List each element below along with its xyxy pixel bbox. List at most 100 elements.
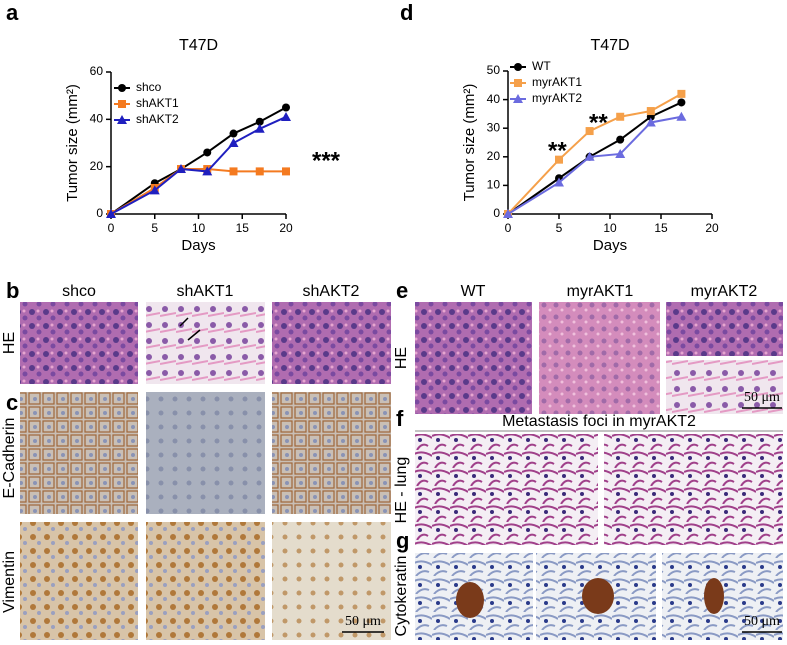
- y-axis-title: Tumor size (mm²): [461, 84, 478, 202]
- marker: [677, 89, 686, 98]
- micrograph: [20, 302, 138, 384]
- column-label: WT: [461, 283, 486, 300]
- panel-label: d: [400, 0, 413, 25]
- stained-cells: [456, 582, 484, 618]
- marker: [202, 166, 213, 176]
- micrograph: [272, 392, 391, 514]
- row-label: Vimentin: [1, 551, 18, 613]
- marker: [149, 185, 160, 195]
- y-tick-label: 20: [487, 149, 501, 163]
- marker: [203, 148, 212, 157]
- chart-title: T47D: [590, 37, 629, 54]
- panel-label: c: [6, 390, 18, 415]
- micrograph: [604, 434, 783, 545]
- panel-label: f: [396, 406, 404, 431]
- micrograph: [20, 392, 138, 514]
- legend-label: myrAKT2: [532, 91, 582, 105]
- legend-label: shAKT2: [136, 112, 179, 126]
- x-axis-title: Days: [181, 237, 215, 254]
- x-tick-label: 0: [108, 221, 115, 235]
- x-axis-title: Days: [593, 237, 627, 254]
- legend-marker: [514, 63, 522, 71]
- stained-cells: [704, 578, 724, 614]
- marker: [554, 177, 564, 187]
- micrograph: [146, 522, 265, 640]
- legend-marker: [514, 79, 522, 87]
- row-label: Cytokeratin: [393, 556, 410, 637]
- micrograph: [20, 522, 138, 640]
- marker: [281, 111, 291, 121]
- legend-marker: [118, 100, 126, 108]
- marker: [229, 167, 238, 176]
- legend-marker: [513, 94, 523, 103]
- micrograph: [666, 360, 783, 414]
- column-label: shAKT1: [177, 283, 234, 300]
- annotation: **: [548, 137, 567, 164]
- micrograph: [666, 302, 783, 356]
- y-tick-label: 0: [96, 206, 103, 220]
- row-label: E-Cadherin: [1, 418, 18, 499]
- y-tick-label: 60: [90, 64, 104, 78]
- line: [507, 101, 682, 215]
- y-tick-label: 0: [493, 206, 500, 220]
- y-tick-label: 40: [90, 112, 104, 126]
- line: [507, 115, 682, 215]
- arrow: [179, 317, 201, 341]
- y-tick-label: 30: [487, 120, 501, 134]
- marker: [282, 103, 290, 112]
- x-tick-label: 20: [705, 221, 719, 235]
- y-axis-title: Tumor size (mm²): [64, 84, 81, 202]
- legend-marker: [118, 84, 126, 92]
- micrograph: [146, 392, 265, 514]
- x-tick-label: 5: [151, 221, 158, 235]
- panel-label: e: [396, 278, 408, 303]
- marker: [176, 164, 186, 174]
- marker: [676, 111, 687, 121]
- marker: [585, 127, 594, 136]
- marker: [255, 117, 264, 126]
- panel-label: b: [6, 278, 19, 303]
- x-tick-label: 0: [505, 221, 512, 235]
- marker: [503, 209, 513, 218]
- row-label: HE - lung: [393, 457, 410, 524]
- panel-label: g: [396, 528, 409, 553]
- legend-marker: [117, 115, 127, 124]
- marker: [677, 98, 686, 107]
- stained-cells: [582, 578, 614, 614]
- y-tick-label: 40: [487, 92, 501, 106]
- x-tick-label: 10: [192, 221, 206, 235]
- marker: [645, 117, 656, 127]
- annotation: **: [589, 109, 608, 136]
- marker: [255, 167, 264, 176]
- micrograph: [415, 302, 532, 414]
- x-tick-label: 15: [236, 221, 250, 235]
- scale-label: 50 μm: [744, 390, 780, 405]
- marker: [106, 209, 116, 218]
- marker: [555, 155, 563, 164]
- marker: [282, 167, 290, 176]
- x-tick-label: 15: [654, 221, 668, 235]
- micrograph: [539, 302, 660, 414]
- micrograph: [272, 522, 391, 640]
- y-tick-label: 10: [487, 178, 501, 192]
- panel-label: a: [6, 0, 19, 25]
- micrograph: [146, 302, 265, 384]
- column-label: shAKT2: [303, 283, 360, 300]
- legend-label: myrAKT1: [532, 75, 582, 89]
- column-label: myrAKT2: [691, 283, 758, 300]
- line: [110, 168, 286, 215]
- micrograph: [272, 302, 391, 384]
- line: [507, 93, 682, 215]
- column-label: myrAKT1: [567, 283, 634, 300]
- y-tick-label: 50: [487, 63, 501, 77]
- scale-label: 50 μm: [744, 614, 780, 629]
- legend-label: shAKT1: [136, 96, 179, 110]
- x-tick-label: 10: [603, 221, 617, 235]
- column-label: shco: [62, 283, 96, 300]
- marker: [616, 135, 625, 144]
- marker: [584, 151, 595, 161]
- x-tick-label: 5: [556, 221, 563, 235]
- legend-label: shco: [136, 80, 162, 94]
- marker: [228, 138, 239, 147]
